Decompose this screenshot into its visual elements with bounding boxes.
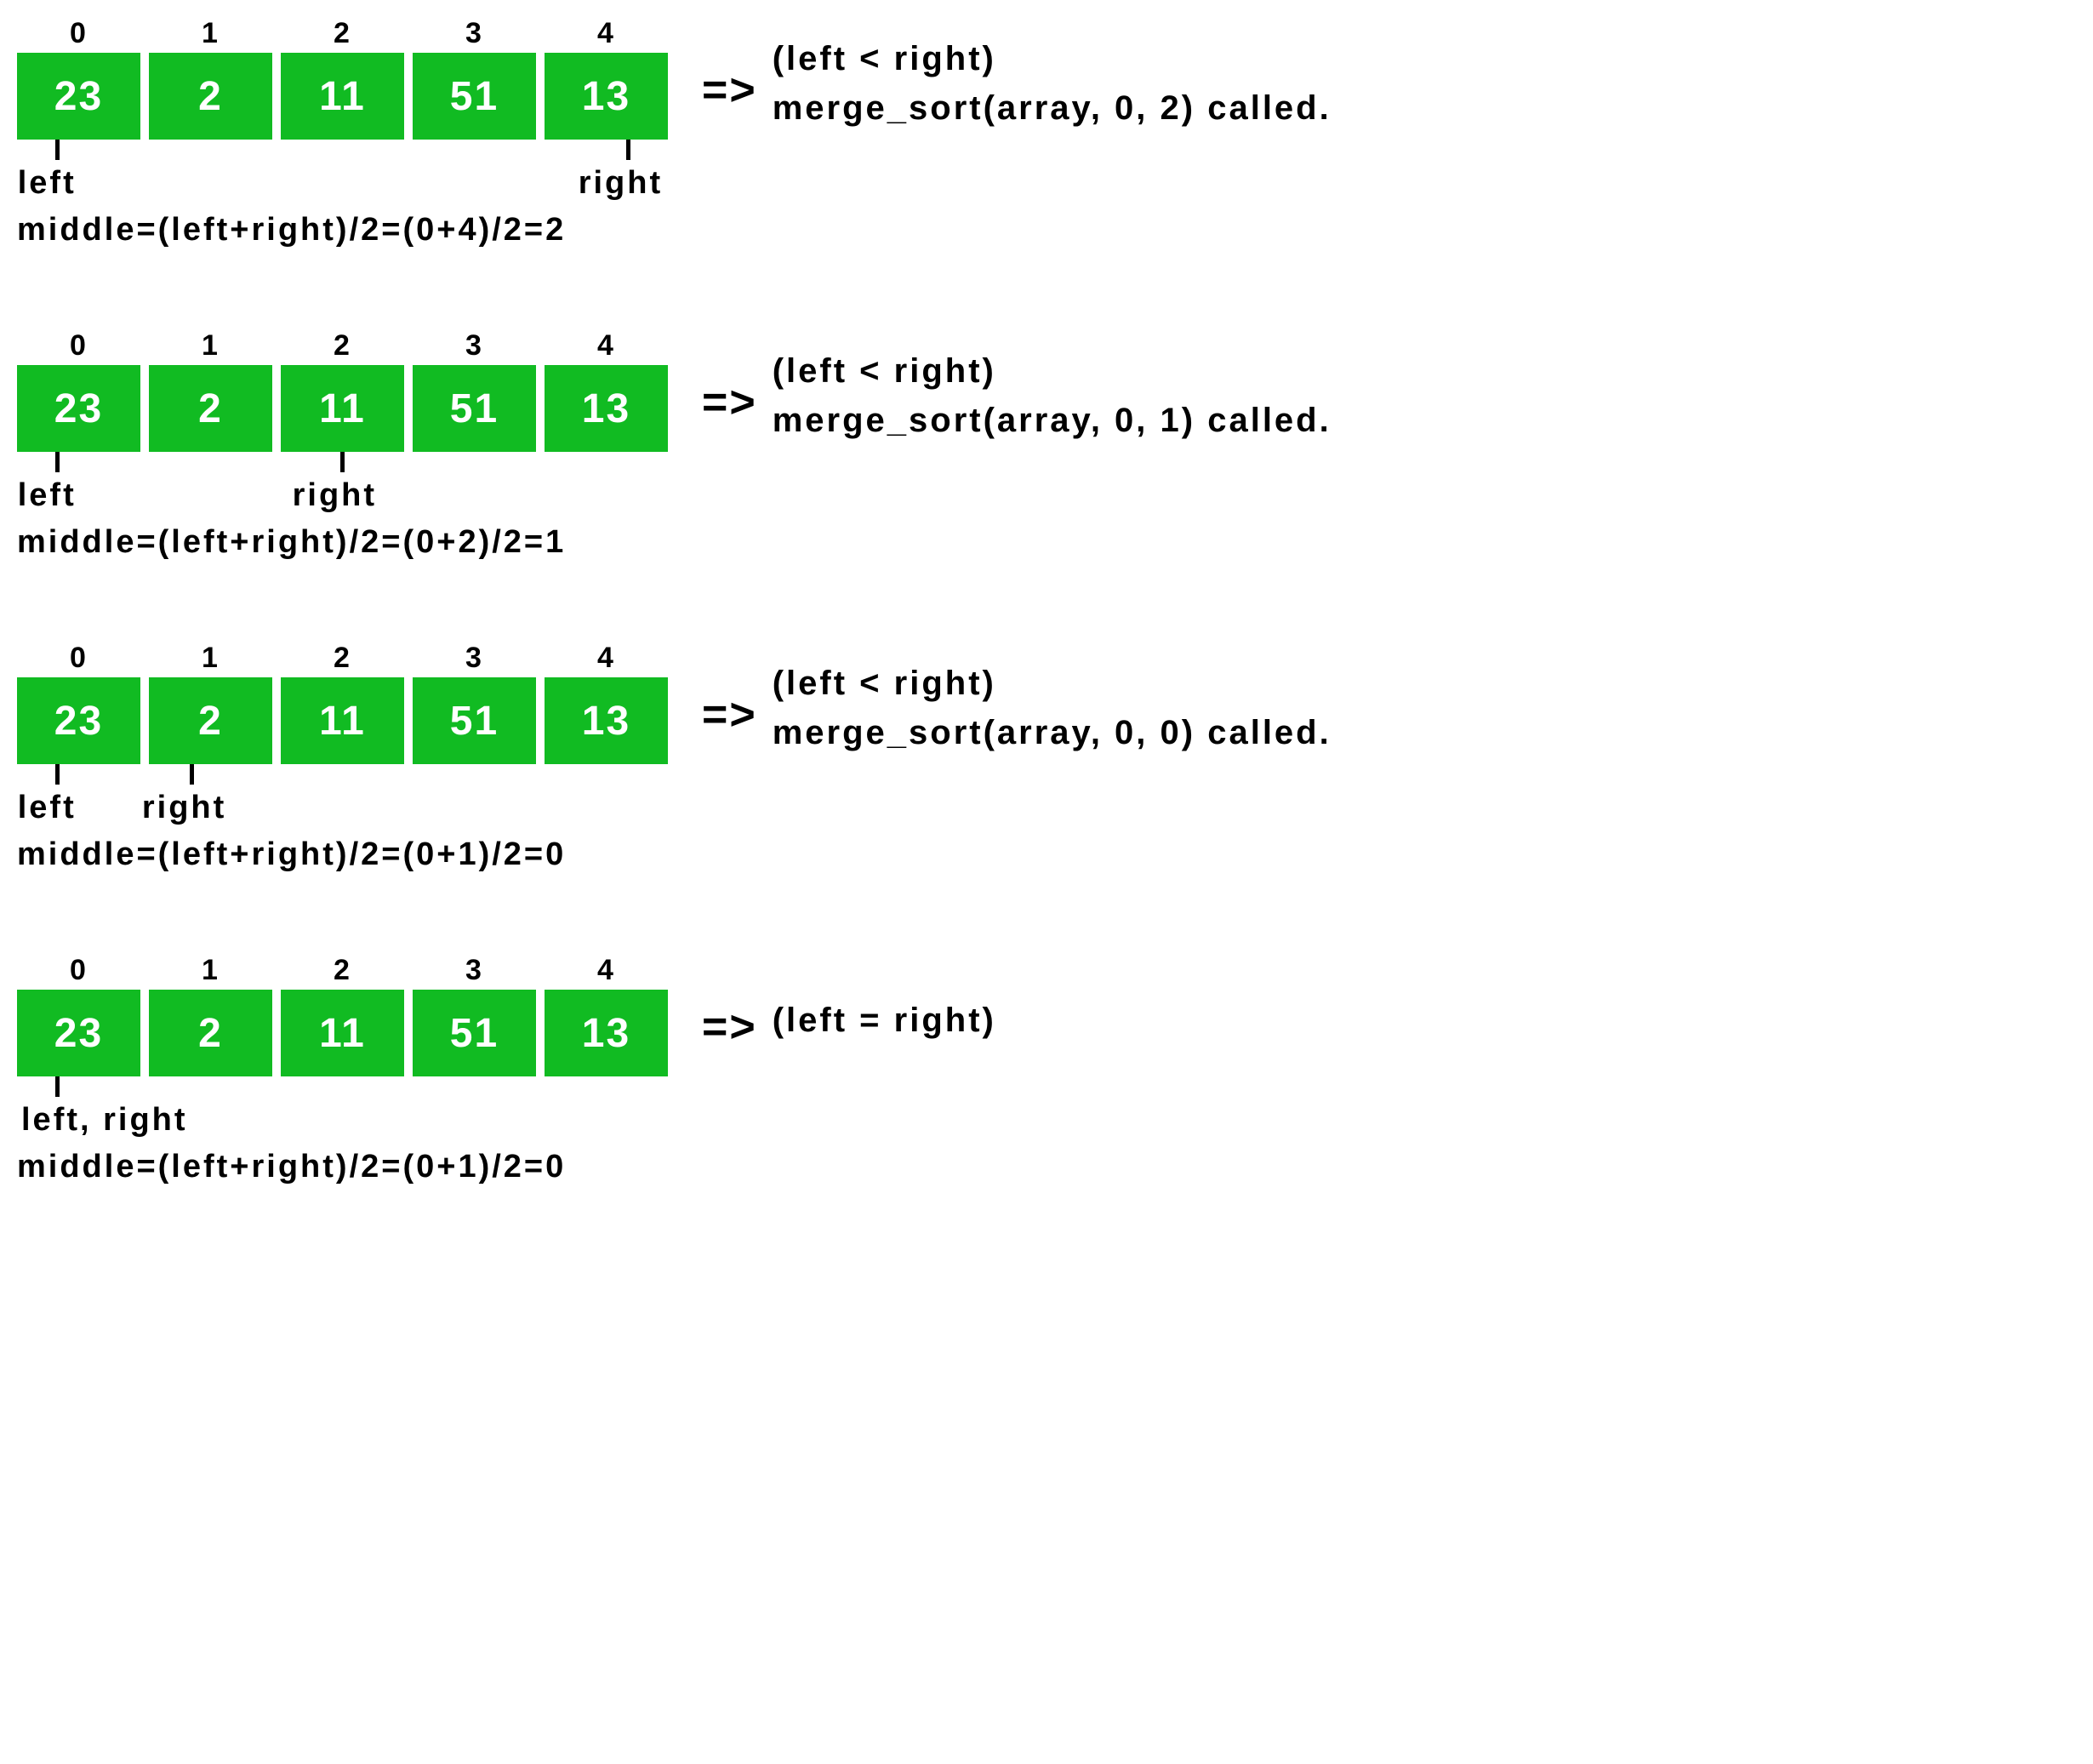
index-cell: 3 xyxy=(413,329,536,365)
array-block: 01234232115113leftright xyxy=(17,329,668,452)
arrow: => xyxy=(702,41,757,116)
array-cell: 51 xyxy=(413,677,536,764)
index-cell: 1 xyxy=(149,17,272,53)
step-upper: 01234232115113leftright=>(left < right)m… xyxy=(17,17,2076,140)
pointer-label: right xyxy=(142,790,226,826)
index-cell: 3 xyxy=(413,17,536,53)
cell-row: 232115113 xyxy=(17,990,668,1076)
array-cell: 2 xyxy=(149,53,272,140)
array-cell: 13 xyxy=(545,365,668,452)
arrow: => xyxy=(702,353,757,428)
merge-sort-diagram: 01234232115113leftright=>(left < right)m… xyxy=(17,17,2076,1185)
array-cell: 11 xyxy=(281,53,404,140)
pointer-label: right xyxy=(579,165,663,202)
step-upper: 01234232115113leftright=>(left < right)m… xyxy=(17,642,2076,764)
cell-row: 232115113 xyxy=(17,53,668,140)
pointer-label: left xyxy=(18,790,77,826)
result-text: (left = right) xyxy=(773,985,996,1045)
array-cell: 13 xyxy=(545,677,668,764)
step-0: 01234232115113leftright=>(left < right)m… xyxy=(17,17,2076,248)
pointer-label: left xyxy=(18,165,77,202)
result-line: merge_sort(array, 0, 2) called. xyxy=(773,83,1332,133)
pointer-label: left xyxy=(18,477,77,514)
array-cell: 51 xyxy=(413,365,536,452)
formula-text: middle=(left+right)/2=(0+4)/2=2 xyxy=(17,212,2076,248)
result-line: merge_sort(array, 0, 1) called. xyxy=(773,396,1332,445)
array-cell: 23 xyxy=(17,365,140,452)
index-cell: 4 xyxy=(545,17,668,53)
index-row: 01234 xyxy=(17,329,668,365)
result-line: (left = right) xyxy=(773,996,996,1045)
array-cell: 11 xyxy=(281,990,404,1076)
index-row: 01234 xyxy=(17,642,668,677)
arrow: => xyxy=(702,665,757,740)
pointer-tick xyxy=(190,764,194,785)
index-cell: 0 xyxy=(17,17,140,53)
index-cell: 2 xyxy=(281,954,404,990)
array-cell: 2 xyxy=(149,365,272,452)
index-cell: 0 xyxy=(17,642,140,677)
array-cell: 23 xyxy=(17,53,140,140)
pointer-tick xyxy=(626,140,630,160)
array-cell: 2 xyxy=(149,990,272,1076)
result-text: (left < right)merge_sort(array, 0, 2) ca… xyxy=(773,24,1332,133)
array-cell: 51 xyxy=(413,990,536,1076)
step-1: 01234232115113leftright=>(left < right)m… xyxy=(17,329,2076,561)
array-block: 01234232115113left, right xyxy=(17,954,668,1076)
index-row: 01234 xyxy=(17,17,668,53)
formula-text: middle=(left+right)/2=(0+2)/2=1 xyxy=(17,524,2076,561)
index-cell: 2 xyxy=(281,17,404,53)
result-line: (left < right) xyxy=(773,346,1332,396)
index-cell: 3 xyxy=(413,954,536,990)
array-block: 01234232115113leftright xyxy=(17,642,668,764)
index-cell: 1 xyxy=(149,642,272,677)
index-cell: 3 xyxy=(413,642,536,677)
array-cell: 13 xyxy=(545,53,668,140)
array-block: 01234232115113leftright xyxy=(17,17,668,140)
step-upper: 01234232115113left, right=>(left = right… xyxy=(17,954,2076,1076)
pointer-tick xyxy=(340,452,345,472)
pointer-tick xyxy=(55,452,60,472)
pointer-tick xyxy=(55,140,60,160)
step-3: 01234232115113left, right=>(left = right… xyxy=(17,954,2076,1185)
index-cell: 0 xyxy=(17,329,140,365)
cell-row: 232115113 xyxy=(17,365,668,452)
pointer-label: left, right xyxy=(21,1102,188,1139)
index-cell: 2 xyxy=(281,329,404,365)
index-cell: 1 xyxy=(149,329,272,365)
result-line: merge_sort(array, 0, 0) called. xyxy=(773,708,1332,757)
pointer-label: right xyxy=(293,477,377,514)
step-2: 01234232115113leftright=>(left < right)m… xyxy=(17,642,2076,873)
array-cell: 23 xyxy=(17,677,140,764)
arrow: => xyxy=(702,978,757,1053)
pointer-tick xyxy=(55,764,60,785)
index-cell: 2 xyxy=(281,642,404,677)
step-upper: 01234232115113leftright=>(left < right)m… xyxy=(17,329,2076,452)
array-cell: 2 xyxy=(149,677,272,764)
array-cell: 11 xyxy=(281,677,404,764)
formula-text: middle=(left+right)/2=(0+1)/2=0 xyxy=(17,1149,2076,1185)
result-text: (left < right)merge_sort(array, 0, 0) ca… xyxy=(773,648,1332,757)
array-cell: 51 xyxy=(413,53,536,140)
cell-row: 232115113 xyxy=(17,677,668,764)
formula-text: middle=(left+right)/2=(0+1)/2=0 xyxy=(17,836,2076,873)
array-cell: 23 xyxy=(17,990,140,1076)
index-cell: 4 xyxy=(545,329,668,365)
array-cell: 11 xyxy=(281,365,404,452)
pointer-tick xyxy=(55,1076,60,1097)
result-line: (left < right) xyxy=(773,34,1332,83)
result-text: (left < right)merge_sort(array, 0, 1) ca… xyxy=(773,336,1332,445)
index-cell: 0 xyxy=(17,954,140,990)
index-row: 01234 xyxy=(17,954,668,990)
index-cell: 4 xyxy=(545,642,668,677)
result-line: (left < right) xyxy=(773,659,1332,708)
index-cell: 1 xyxy=(149,954,272,990)
index-cell: 4 xyxy=(545,954,668,990)
array-cell: 13 xyxy=(545,990,668,1076)
